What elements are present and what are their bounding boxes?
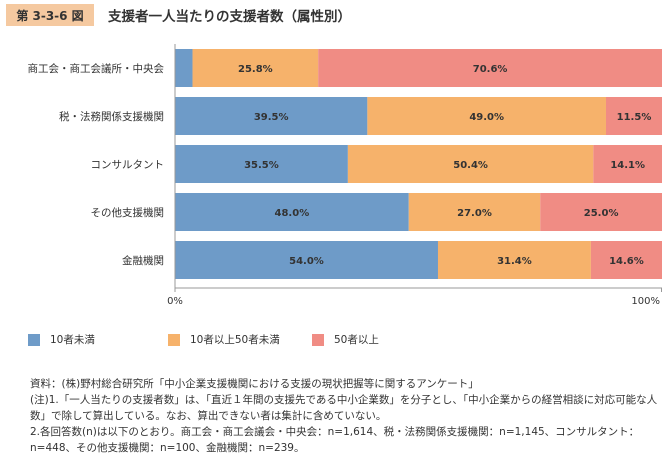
bar-segment — [175, 241, 438, 279]
bar-segment — [437, 241, 591, 279]
x-tick-label: 0% — [167, 296, 183, 307]
legend-swatch-over50 — [312, 333, 324, 346]
bar-segment — [192, 49, 319, 87]
category-label: コンサルタント — [91, 159, 165, 171]
chart-legend: 10者未満 10者以上50者未満 50者以上 — [0, 332, 664, 348]
legend-item-over50: 50者以上 — [312, 332, 379, 347]
x-tick-label: 100% — [631, 296, 660, 307]
data-label: 11.5% — [617, 112, 652, 123]
legend-label-over50: 50者以上 — [334, 334, 379, 346]
legend-label-under10: 10者未満 — [50, 334, 95, 346]
legend-swatch-under10 — [28, 333, 40, 346]
bar-segment — [175, 193, 409, 231]
category-label: 金融機関 — [122, 254, 164, 267]
figure-notes: 資料：(株)野村総合研究所「中小企業支援機関における支援の現状把握等に関するアン… — [30, 376, 660, 456]
data-label: 35.5% — [244, 160, 279, 171]
legend-label-10to50: 10者以上50者未満 — [190, 334, 280, 346]
data-label: 54.0% — [289, 256, 324, 267]
category-label: 商工会・商工会議所・中央会 — [28, 62, 165, 75]
bar-segment — [347, 145, 594, 183]
figure-title: 支援者一人当たりの支援者数（属性別） — [108, 9, 351, 25]
bar-segment — [175, 97, 368, 135]
data-label: 14.6% — [609, 256, 644, 267]
bar-segment — [605, 97, 662, 135]
category-label: その他支援機関 — [91, 206, 165, 219]
bar-segment — [408, 193, 541, 231]
data-label: 14.1% — [610, 160, 645, 171]
note-1: (注)1.「一人当たりの支援者数」は、「直近１年間の支援先である中小企業数」を分… — [30, 394, 658, 422]
data-label: 27.0% — [457, 208, 492, 219]
data-label: 49.0% — [469, 112, 504, 123]
data-label: 50.4% — [453, 160, 488, 171]
data-label: 25.8% — [238, 64, 273, 75]
data-label: 25.0% — [584, 208, 619, 219]
bar-segment — [175, 49, 193, 87]
category-label: 税・法務関係支援機関 — [59, 110, 164, 123]
bar-segment — [540, 193, 662, 231]
bar-segment — [175, 145, 348, 183]
data-label: 48.0% — [275, 208, 310, 219]
bar-segment — [318, 49, 662, 87]
legend-item-10to50: 10者以上50者未満 — [168, 332, 280, 347]
stacked-bar-chart: 商工会・商工会議所・中央会 25.8% 70.6% 税・法務関係支援機関 39.5% 49… — [28, 44, 662, 307]
bar-segment — [367, 97, 606, 135]
data-label: 70.6% — [473, 64, 508, 75]
data-label: 39.5% — [254, 112, 289, 123]
bar-segment — [593, 145, 662, 183]
note-2: 2.各回答数(n)は以下のとおり。商工会・商工会議会・中央会：n=1,614、税… — [30, 426, 640, 454]
data-label: 31.4% — [497, 256, 532, 267]
note-source: 資料：(株)野村総合研究所「中小企業支援機関における支援の現状把握等に関するアン… — [30, 378, 479, 390]
bar-segment — [590, 241, 662, 279]
legend-item-under10: 10者未満 — [28, 332, 95, 347]
figure-number-badge: 第 3-3-6 図 — [6, 4, 94, 26]
legend-swatch-10to50 — [168, 333, 180, 346]
